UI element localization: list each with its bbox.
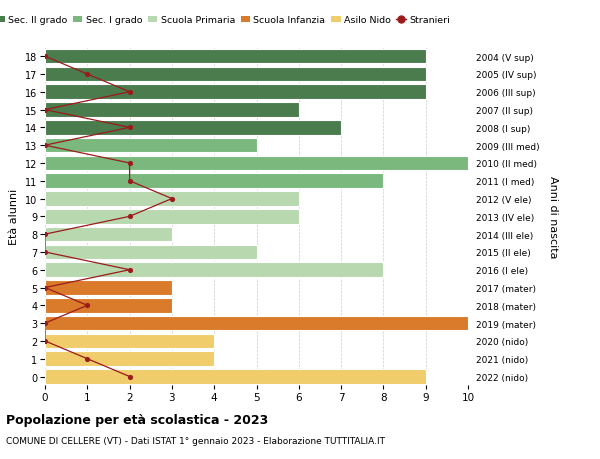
Point <box>125 160 134 167</box>
Point <box>83 355 92 363</box>
Bar <box>45 369 426 384</box>
Point <box>125 373 134 381</box>
Point <box>40 337 50 345</box>
Bar <box>45 67 426 82</box>
Point <box>125 267 134 274</box>
Point <box>83 71 92 78</box>
Bar <box>45 316 468 330</box>
Bar <box>45 103 299 118</box>
Point <box>40 231 50 238</box>
Bar <box>45 174 383 189</box>
Point <box>40 53 50 61</box>
Point <box>125 213 134 220</box>
Point <box>125 124 134 132</box>
Point <box>40 284 50 291</box>
Text: COMUNE DI CELLERE (VT) - Dati ISTAT 1° gennaio 2023 - Elaborazione TUTTITALIA.IT: COMUNE DI CELLERE (VT) - Dati ISTAT 1° g… <box>6 436 385 445</box>
Point <box>83 302 92 309</box>
Bar <box>45 280 172 295</box>
Bar <box>45 227 172 242</box>
Y-axis label: Anni di nascita: Anni di nascita <box>548 176 557 258</box>
Bar <box>45 334 214 348</box>
Bar <box>45 210 299 224</box>
Bar <box>45 50 426 64</box>
Bar <box>45 85 426 100</box>
Point <box>40 320 50 327</box>
Point <box>40 142 50 150</box>
Bar <box>45 352 214 366</box>
Text: Popolazione per età scolastica - 2023: Popolazione per età scolastica - 2023 <box>6 413 268 426</box>
Point <box>125 178 134 185</box>
Bar <box>45 245 257 260</box>
Point <box>167 196 177 203</box>
Point <box>40 249 50 256</box>
Bar <box>45 121 341 135</box>
Point <box>125 89 134 96</box>
Legend: Sec. II grado, Sec. I grado, Scuola Primaria, Scuola Infanzia, Asilo Nido, Stran: Sec. II grado, Sec. I grado, Scuola Prim… <box>0 12 454 29</box>
Bar <box>45 139 257 153</box>
Bar <box>45 157 468 171</box>
Point <box>40 106 50 114</box>
Y-axis label: Età alunni: Età alunni <box>10 189 19 245</box>
Bar <box>45 192 299 207</box>
Bar <box>45 298 172 313</box>
Bar <box>45 263 383 277</box>
